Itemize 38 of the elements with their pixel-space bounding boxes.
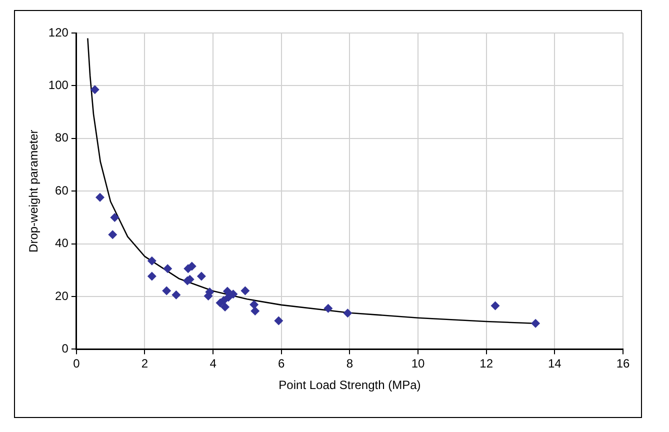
point bbox=[274, 316, 284, 326]
point bbox=[108, 230, 118, 240]
point bbox=[90, 85, 100, 94]
point bbox=[110, 212, 120, 222]
point bbox=[250, 300, 259, 310]
x-tick-label: 14 bbox=[548, 356, 562, 371]
y-tick-label: 100 bbox=[48, 78, 69, 92]
x-tick-label: 8 bbox=[346, 356, 354, 371]
point bbox=[163, 264, 172, 274]
y-tick-label: 20 bbox=[55, 288, 69, 303]
y-tick-label: 40 bbox=[55, 236, 69, 250]
point bbox=[324, 304, 333, 313]
x-tick-label: 0 bbox=[73, 356, 80, 371]
point bbox=[222, 286, 232, 296]
x-tick-label: 4 bbox=[210, 356, 217, 371]
point bbox=[95, 192, 104, 202]
point bbox=[250, 306, 260, 316]
point bbox=[147, 272, 156, 281]
x-tick-label: 12 bbox=[480, 356, 494, 371]
x-tick-label: 16 bbox=[616, 356, 630, 371]
y-axis-title: Drop-weight parameter bbox=[26, 130, 41, 252]
x-axis-title: Point Load Strength (MPa) bbox=[278, 378, 421, 392]
x-tick-label: 2 bbox=[141, 356, 148, 371]
y-tick-label: 60 bbox=[55, 183, 69, 198]
point bbox=[147, 256, 156, 266]
y-tick-label: 80 bbox=[55, 130, 69, 145]
y-tick-label: 120 bbox=[48, 25, 69, 40]
point bbox=[531, 318, 540, 328]
point bbox=[490, 301, 500, 310]
point bbox=[240, 286, 250, 296]
point bbox=[162, 286, 172, 296]
point bbox=[172, 290, 181, 300]
point bbox=[196, 272, 206, 281]
y-tick-label: 0 bbox=[62, 342, 69, 356]
x-tick-label: 6 bbox=[278, 356, 286, 371]
x-tick-label: 10 bbox=[411, 356, 426, 371]
point bbox=[343, 308, 352, 318]
point bbox=[220, 302, 230, 312]
